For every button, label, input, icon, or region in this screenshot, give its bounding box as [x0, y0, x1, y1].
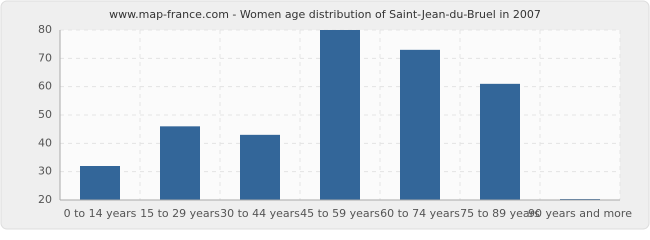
y-tick-label: 70 [38, 51, 52, 64]
bar [240, 134, 280, 200]
page: www.map-france.com - Women age distribut… [0, 0, 650, 230]
bar [480, 83, 520, 200]
x-tick-label: 60 to 74 years [380, 207, 460, 220]
x-tick-label: 45 to 59 years [300, 207, 380, 220]
y-tick-label: 40 [38, 136, 52, 149]
chart-title: www.map-france.com - Women age distribut… [109, 8, 541, 21]
bar [80, 166, 120, 200]
x-tick-label: 0 to 14 years [64, 207, 137, 220]
x-tick-label: 90 years and more [528, 207, 632, 220]
chart: www.map-france.com - Women age distribut… [0, 0, 650, 230]
bar [400, 49, 440, 201]
x-tick-label: 30 to 44 years [220, 207, 300, 220]
x-tick-label: 75 to 89 years [460, 207, 540, 220]
y-tick-label: 50 [38, 108, 52, 121]
y-tick-label: 30 [38, 165, 52, 178]
y-tick-label: 20 [38, 193, 52, 206]
y-tick-label: 80 [38, 23, 52, 36]
y-tick-label: 60 [38, 80, 52, 93]
bar [160, 126, 200, 200]
x-tick-label: 15 to 29 years [140, 207, 220, 220]
bar [320, 30, 360, 200]
